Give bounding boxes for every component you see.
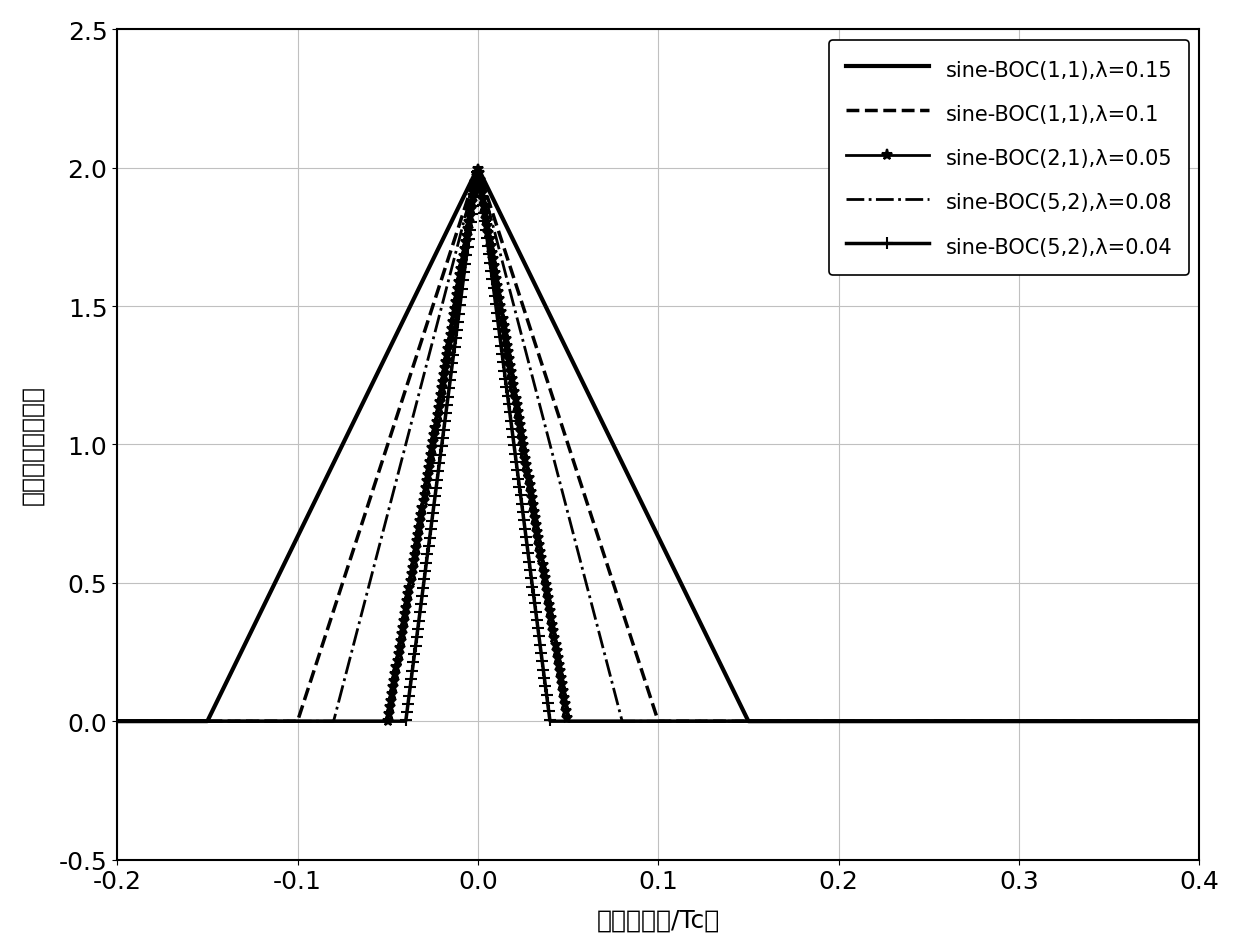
sine-BOC(1,1),λ=0.15 (233, 647, 248, 659)
sine-BOC(5,2),λ=0.08 (110, 716, 125, 727)
sine-BOC(2,1),λ=0.05 (470, 164, 485, 175)
sine-BOC(1,1),λ=0.15 (298, 517, 312, 528)
sine-BOC(5,2),λ=0.04 (298, 716, 312, 727)
sine-BOC(2,1),λ=0.05 (525, 498, 539, 509)
sine-BOC(2,1),λ=0.05 (572, 716, 587, 727)
sine-BOC(5,2),λ=0.04 (233, 716, 248, 727)
sine-BOC(1,1),λ=0.1 (572, 474, 587, 486)
Line: sine-BOC(5,2),λ=0.04: sine-BOC(5,2),λ=0.04 (118, 169, 1199, 722)
sine-BOC(1,1),λ=0.1 (110, 716, 125, 727)
sine-BOC(5,2),λ=0.08 (1192, 716, 1207, 727)
Line: sine-BOC(2,1),λ=0.05: sine-BOC(2,1),λ=0.05 (118, 169, 1199, 722)
sine-BOC(1,1),λ=0.15 (525, 274, 539, 286)
sine-BOC(5,2),λ=0.04 (1171, 716, 1185, 727)
sine-BOC(5,2),λ=0.08 (298, 716, 312, 727)
sine-BOC(5,2),λ=0.08 (525, 372, 539, 384)
Line: sine-BOC(1,1),λ=0.1: sine-BOC(1,1),λ=0.1 (118, 169, 1199, 722)
sine-BOC(1,1),λ=0.15 (470, 163, 485, 174)
sine-BOC(2,1),λ=0.05 (298, 716, 312, 727)
sine-BOC(5,2),λ=0.08 (572, 552, 587, 564)
Legend: sine-BOC(1,1),λ=0.15, sine-BOC(1,1),λ=0.1, sine-BOC(2,1),λ=0.05, sine-BOC(5,2),λ: sine-BOC(1,1),λ=0.15, sine-BOC(1,1),λ=0.… (828, 41, 1189, 276)
sine-BOC(2,1),λ=0.05 (1171, 716, 1185, 727)
Line: sine-BOC(5,2),λ=0.08: sine-BOC(5,2),λ=0.08 (118, 169, 1199, 722)
sine-BOC(5,2),λ=0.04 (572, 716, 587, 727)
sine-BOC(5,2),λ=0.04 (1192, 716, 1207, 727)
sine-BOC(5,2),λ=0.08 (1054, 716, 1069, 727)
sine-BOC(5,2),λ=0.04 (110, 716, 125, 727)
sine-BOC(5,2),λ=0.04 (525, 582, 539, 593)
sine-BOC(2,1),λ=0.05 (1054, 716, 1069, 727)
Line: sine-BOC(1,1),λ=0.15: sine-BOC(1,1),λ=0.15 (118, 169, 1199, 722)
X-axis label: 码片延迟（/Tc）: 码片延迟（/Tc） (596, 907, 720, 931)
sine-BOC(1,1),λ=0.15 (1192, 716, 1207, 727)
sine-BOC(1,1),λ=0.15 (572, 370, 587, 382)
sine-BOC(1,1),λ=0.15 (1171, 716, 1185, 727)
sine-BOC(1,1),λ=0.1 (1054, 716, 1069, 727)
sine-BOC(5,2),λ=0.08 (470, 164, 485, 175)
sine-BOC(5,2),λ=0.08 (1171, 716, 1185, 727)
sine-BOC(1,1),λ=0.15 (1054, 716, 1069, 727)
sine-BOC(1,1),λ=0.1 (1171, 716, 1185, 727)
sine-BOC(5,2),λ=0.04 (470, 164, 485, 175)
sine-BOC(1,1),λ=0.1 (525, 330, 539, 342)
sine-BOC(2,1),λ=0.05 (233, 716, 248, 727)
Y-axis label: 归一化相关函数値: 归一化相关函数値 (21, 385, 45, 505)
sine-BOC(1,1),λ=0.1 (1192, 716, 1207, 727)
sine-BOC(1,1),λ=0.1 (298, 693, 312, 704)
sine-BOC(5,2),λ=0.04 (1054, 716, 1069, 727)
sine-BOC(2,1),λ=0.05 (110, 716, 125, 727)
sine-BOC(1,1),λ=0.1 (233, 716, 248, 727)
sine-BOC(1,1),λ=0.1 (470, 163, 485, 174)
sine-BOC(1,1),λ=0.15 (110, 716, 125, 727)
sine-BOC(2,1),λ=0.05 (1192, 716, 1207, 727)
sine-BOC(5,2),λ=0.08 (233, 716, 248, 727)
